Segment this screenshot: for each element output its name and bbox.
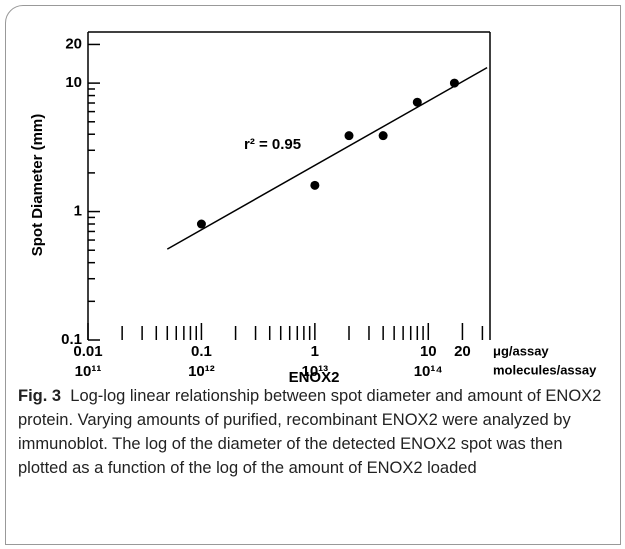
x-tick-label: 20 (454, 343, 471, 360)
point (449, 78, 459, 88)
x-axis-label: ENOX2 (289, 369, 340, 384)
x-unit: μg/assay (493, 343, 549, 358)
y-tick-label: 10 (65, 74, 82, 91)
y-tick-label: 1 (74, 203, 82, 220)
chart: Spot Diameter (mm) ENOX2 μg/assay molecu… (29, 31, 597, 384)
x2-tick-label: 10¹² (188, 363, 215, 380)
point (412, 97, 422, 107)
point (310, 180, 320, 190)
point (378, 131, 388, 141)
fit-line (166, 66, 488, 250)
x2-tick-label: 10¹³ (302, 363, 329, 380)
x-tick-label: 1 (311, 343, 319, 360)
caption-label: Fig. 3 (18, 387, 62, 405)
y-tick-label: 0.1 (61, 331, 82, 348)
caption-text: Log-log linear relationship between spot… (18, 387, 602, 477)
x2-tick-label: 10¹⁴ (414, 363, 443, 380)
x2-unit: molecules/assay (493, 362, 597, 377)
x-tick-label: 0.1 (191, 343, 212, 360)
point (196, 219, 206, 229)
caption: Fig. 3 Log-log linear relationship betwe… (18, 384, 613, 480)
point (344, 131, 354, 141)
figure-frame (5, 5, 621, 545)
x-tick-label: 0.01 (73, 343, 102, 360)
x-tick-label: 10 (420, 343, 437, 360)
y-axis-label: Spot Diameter (mm) (29, 114, 46, 257)
y-tick-label: 20 (65, 35, 82, 52)
annotation: r² = 0.95 (244, 136, 301, 153)
x2-tick-label: 10¹¹ (75, 363, 102, 380)
